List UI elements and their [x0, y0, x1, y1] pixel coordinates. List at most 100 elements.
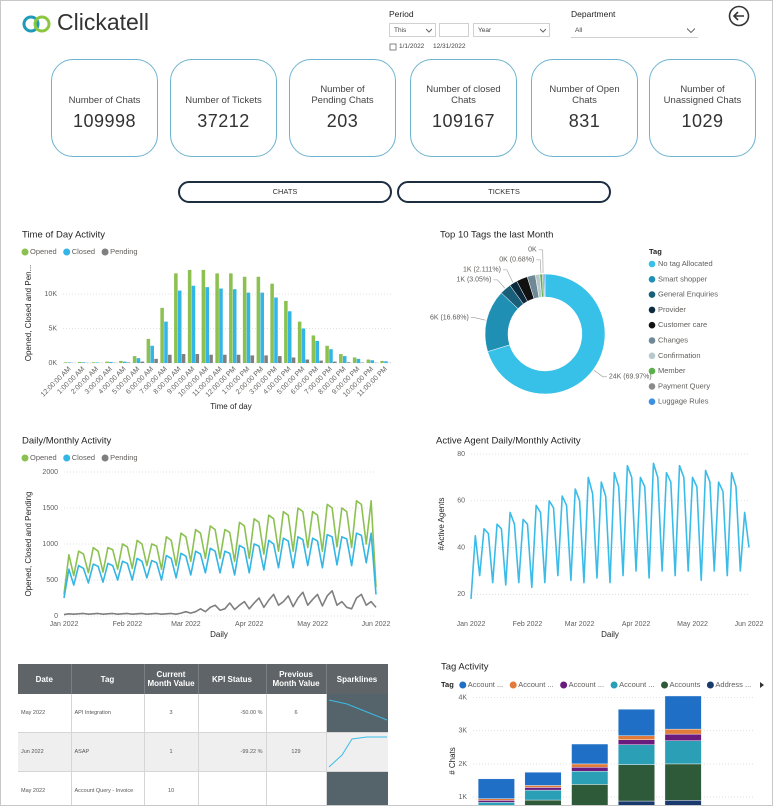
bar-segment	[524, 787, 562, 791]
table-cell: 3	[144, 694, 199, 733]
bar	[356, 358, 361, 363]
leader-line	[593, 370, 607, 378]
tab-button[interactable]: CHATS	[178, 181, 392, 203]
legend-marker	[509, 681, 517, 689]
bar-segment	[524, 785, 562, 788]
x-axis-label: Daily	[210, 630, 228, 639]
bar	[291, 357, 296, 363]
bar	[380, 360, 384, 363]
x-tick-label: Jan 2022	[457, 621, 486, 628]
kpi-label: Number of closed Chats	[426, 84, 501, 106]
column-header: Date	[18, 664, 72, 694]
data-label: 1K (2.111%)	[463, 267, 501, 274]
x-axis-label: Time of day	[210, 402, 252, 411]
bar	[67, 362, 72, 363]
chevron	[687, 28, 695, 33]
x-tick-label: May 2022	[677, 621, 708, 628]
bar-segment	[618, 744, 655, 765]
x-tick-label: Jun 2022	[735, 621, 764, 628]
table-cell: May 2022	[18, 771, 72, 805]
donut-slice	[487, 273, 606, 395]
tab-button[interactable]: TICKETS	[397, 181, 611, 203]
y-axis-label: #Active Agents	[437, 498, 446, 551]
table-cell: ASAP	[71, 732, 145, 772]
back-arrow[interactable]	[732, 11, 744, 21]
y-tick-label: 10K	[45, 291, 58, 298]
department-dropdown[interactable]: All	[571, 24, 698, 38]
legend-marker	[648, 352, 656, 360]
kpi-card: Number of Open Chats 831	[531, 59, 638, 157]
legend-scroll-arrow[interactable]	[760, 682, 764, 688]
table-cell: 6	[266, 694, 327, 733]
bar	[81, 362, 86, 363]
x-tick-label: Mar 2022	[565, 621, 595, 628]
bar	[215, 273, 219, 363]
period-number-input[interactable]	[439, 23, 469, 37]
period-unit-dropdown[interactable]: Year	[473, 23, 550, 37]
data-label: 1K (3.05%)	[456, 277, 491, 284]
y-tick-label: 3K	[458, 728, 467, 735]
bar-segment	[524, 772, 562, 786]
bar-segment	[524, 799, 562, 805]
y-axis-label: # Chats	[448, 747, 457, 775]
bar	[146, 338, 151, 363]
back-button[interactable]	[728, 5, 750, 27]
bar	[260, 292, 264, 363]
bar	[77, 361, 82, 363]
bar-segment	[618, 735, 655, 740]
legend-marker	[706, 681, 714, 689]
legend-label: Account ...	[619, 680, 654, 689]
kpi-table: Date Tag Current Month Value KPI Status Prev…	[18, 664, 388, 805]
leader-line	[493, 279, 505, 289]
bar	[201, 269, 206, 363]
bar	[319, 360, 323, 363]
legend-label: Provider	[658, 305, 686, 314]
data-label: 24K (69.97%)	[609, 374, 652, 381]
bar	[154, 358, 158, 363]
date-end: 12/31/2022	[433, 43, 466, 50]
legend-label: Customer care	[658, 320, 707, 329]
legend-title: Tag	[441, 680, 454, 689]
kpi-card: Number of Pending Chats 203	[289, 59, 396, 157]
legend-marker	[661, 681, 669, 689]
bar	[140, 361, 145, 363]
table-cell: May 2022	[18, 694, 72, 733]
legend-marker	[21, 248, 29, 256]
chevron	[426, 28, 432, 33]
bar	[181, 354, 186, 363]
legend-marker	[63, 454, 71, 462]
bar	[270, 283, 274, 363]
sparkline-path	[328, 736, 387, 768]
legend-label: Confirmation	[658, 351, 701, 360]
sparkline	[328, 699, 387, 721]
kpi-card: Number of closed Chats 109167	[410, 59, 517, 157]
x-tick-label: Mar 2022	[171, 621, 201, 628]
legend-marker	[648, 321, 656, 329]
legend-marker	[101, 248, 109, 256]
bar	[150, 345, 154, 363]
back-circle[interactable]	[728, 5, 750, 27]
bar	[195, 354, 200, 363]
y-tick-label: 2K	[458, 761, 467, 768]
period-dropdown[interactable]: This	[389, 23, 436, 37]
bar	[333, 361, 337, 363]
table-cell: 1	[144, 732, 199, 772]
legend-label: Smart shopper	[658, 274, 708, 283]
data-label: 6K (16.68%)	[430, 315, 469, 322]
kpi-label: Number of Pending Chats	[311, 84, 374, 106]
legend-marker	[21, 454, 29, 462]
legend-label: Pending	[110, 247, 138, 256]
bar	[339, 354, 343, 363]
bar-segment	[477, 798, 515, 801]
bar	[126, 362, 131, 363]
bar	[264, 355, 268, 363]
legend-label: Luggage Rules	[658, 397, 709, 406]
x-tick-label: Feb 2022	[513, 621, 543, 628]
chevron	[540, 28, 546, 33]
y-tick-label: 4K	[458, 694, 467, 701]
bar-segment	[477, 802, 515, 805]
bar	[105, 361, 109, 363]
column-header: Current Month Value	[144, 664, 199, 694]
y-tick-label: 80	[457, 451, 465, 458]
bar-segment	[664, 728, 702, 735]
